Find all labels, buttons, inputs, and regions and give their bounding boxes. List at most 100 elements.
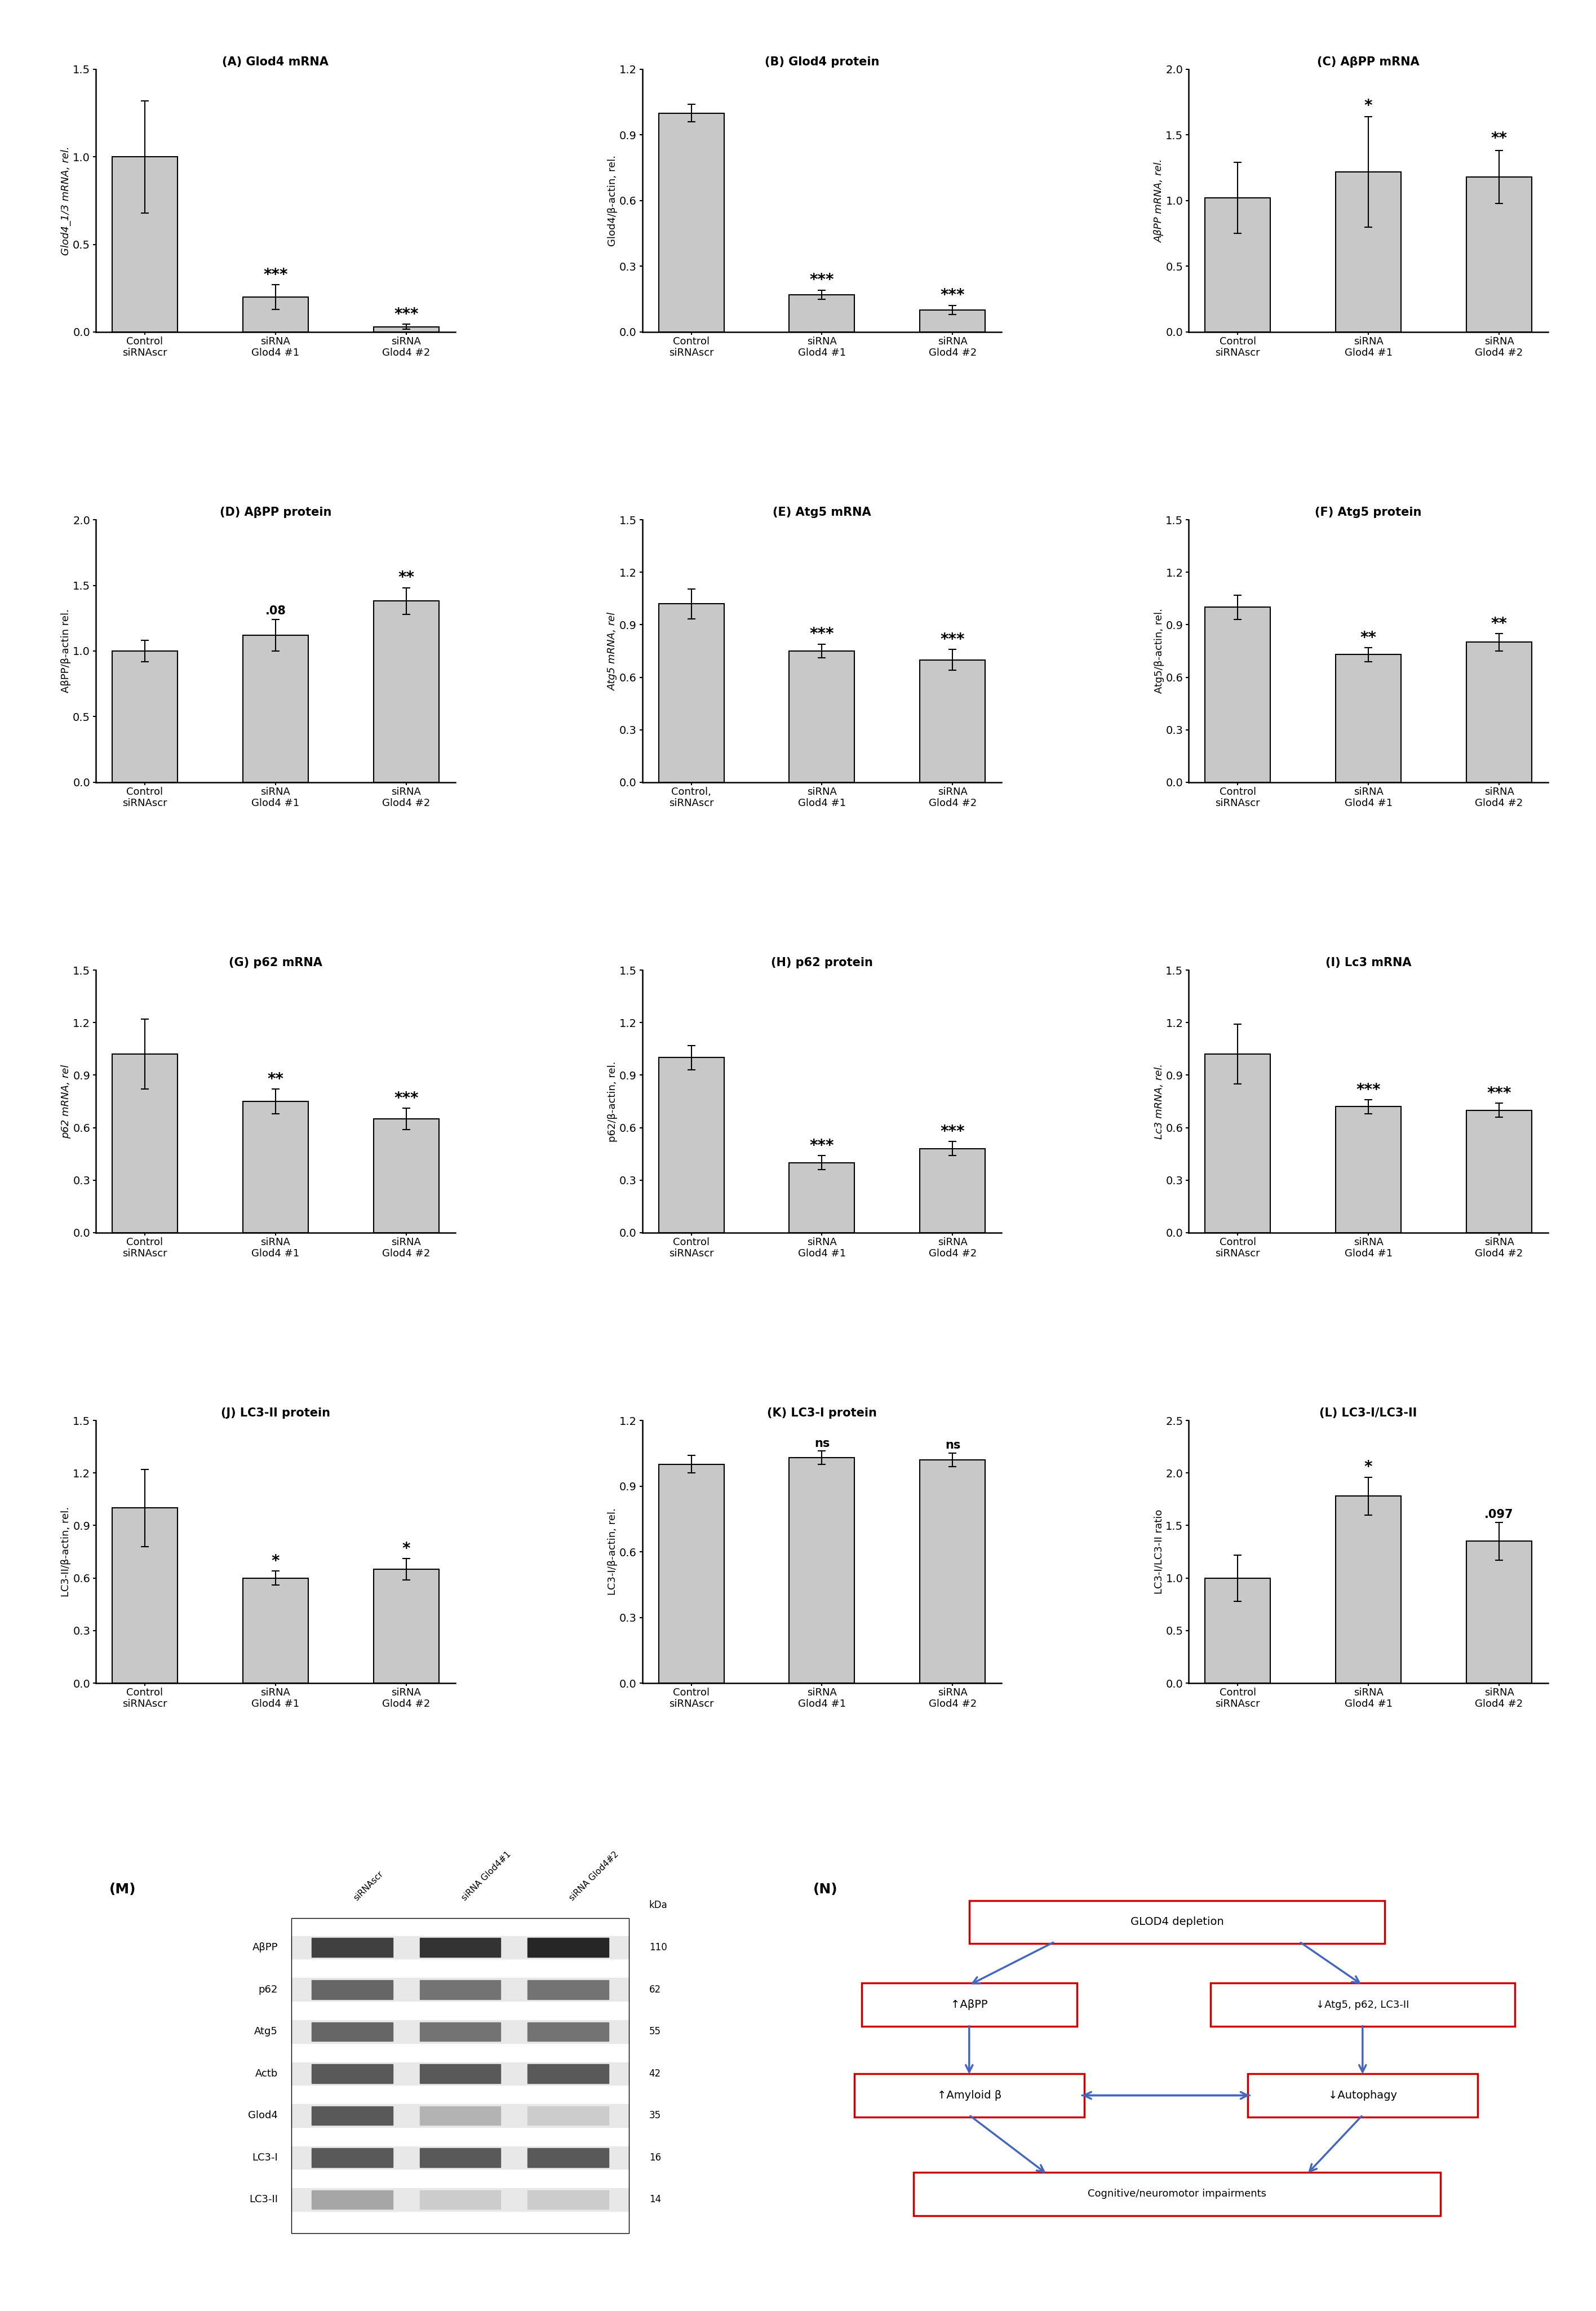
Text: LC3-I: LC3-I [252, 2152, 278, 2163]
Y-axis label: Glod4_1/3 mRNA, rel.: Glod4_1/3 mRNA, rel. [61, 146, 72, 254]
Bar [243, 636, 308, 783]
Bar [919, 310, 985, 333]
Bar [311, 2149, 393, 2168]
Text: Atg5: Atg5 [254, 2027, 278, 2036]
Bar [1467, 1109, 1532, 1232]
Bar [790, 1458, 854, 1682]
Bar [112, 1054, 177, 1232]
Text: GLOD4 depletion: GLOD4 depletion [1130, 1916, 1224, 1927]
Y-axis label: AβPP/β-actin rel.: AβPP/β-actin rel. [61, 610, 72, 693]
Bar [1336, 654, 1401, 783]
Text: 42: 42 [650, 2068, 661, 2078]
FancyBboxPatch shape [1210, 1983, 1515, 2027]
Text: AβPP: AβPP [252, 1944, 278, 1953]
Bar [311, 2064, 393, 2082]
Bar [1205, 608, 1270, 783]
Text: .097: .097 [1484, 1509, 1513, 1521]
Bar [292, 2105, 629, 2126]
Text: Cognitive/neuromotor impairments: Cognitive/neuromotor impairments [1088, 2189, 1266, 2200]
Text: *: * [1365, 97, 1373, 113]
Bar [528, 2191, 608, 2209]
Text: p62: p62 [259, 1985, 278, 1994]
Text: ***: *** [940, 1123, 966, 1139]
Text: siRNA Glod4#1: siRNA Glod4#1 [460, 1849, 512, 1902]
Bar [1467, 1541, 1532, 1682]
Title: (C) AβPP mRNA: (C) AβPP mRNA [1317, 55, 1419, 67]
Bar [659, 1058, 725, 1232]
Bar [528, 2105, 608, 2126]
Bar [420, 2191, 501, 2209]
Text: Actb: Actb [255, 2068, 278, 2078]
Bar [1205, 1578, 1270, 1682]
Bar [311, 2191, 393, 2209]
Bar [373, 326, 439, 333]
Text: ***: *** [940, 287, 966, 303]
Title: (K) LC3-I protein: (K) LC3-I protein [768, 1407, 876, 1419]
Y-axis label: Glod4/β-actin, rel.: Glod4/β-actin, rel. [608, 155, 618, 247]
Text: ↓Autophagy: ↓Autophagy [1328, 2089, 1397, 2101]
Bar [790, 1162, 854, 1232]
Text: ***: *** [263, 268, 287, 282]
Y-axis label: LC3-I/LC3-II ratio: LC3-I/LC3-II ratio [1154, 1509, 1163, 1595]
Bar [1336, 1107, 1401, 1232]
Bar [659, 113, 725, 333]
Bar [528, 2064, 608, 2082]
Bar [1205, 199, 1270, 333]
Bar [1467, 178, 1532, 333]
Bar [243, 296, 308, 333]
Bar [292, 2020, 629, 2043]
Bar [292, 1918, 629, 2232]
Y-axis label: LC3-I/β-actin, rel.: LC3-I/β-actin, rel. [608, 1509, 618, 1595]
Text: siRNA Glod4#2: siRNA Glod4#2 [568, 1849, 621, 1902]
Text: ↓Atg5, p62, LC3-II: ↓Atg5, p62, LC3-II [1317, 1999, 1409, 2011]
Text: 35: 35 [650, 2110, 661, 2121]
Bar [659, 603, 725, 783]
Text: **: ** [397, 569, 415, 585]
Bar [659, 1465, 725, 1682]
Bar [1467, 642, 1532, 783]
Bar [528, 1939, 608, 1957]
Text: ***: *** [394, 1091, 418, 1107]
Title: (H) p62 protein: (H) p62 protein [771, 957, 873, 968]
Y-axis label: Atg5/β-actin, rel.: Atg5/β-actin, rel. [1154, 608, 1163, 693]
Text: ***: *** [394, 307, 418, 321]
Bar [420, 2149, 501, 2168]
Bar [311, 1981, 393, 1999]
Title: (I) Lc3 mRNA: (I) Lc3 mRNA [1325, 957, 1411, 968]
FancyBboxPatch shape [1248, 2073, 1478, 2117]
Bar [420, 2064, 501, 2082]
Text: ↑AβPP: ↑AβPP [951, 1999, 988, 2011]
Text: **: ** [268, 1072, 284, 1088]
Bar [292, 1978, 629, 2001]
Bar [373, 1119, 439, 1232]
Text: *: * [271, 1553, 279, 1569]
Text: (M): (M) [109, 1883, 136, 1897]
Title: (B) Glod4 protein: (B) Glod4 protein [764, 55, 879, 67]
Bar [311, 2022, 393, 2041]
Title: (J) LC3-II protein: (J) LC3-II protein [220, 1407, 330, 1419]
Text: (N): (N) [814, 1883, 838, 1897]
Text: ***: *** [940, 631, 966, 647]
Bar [292, 1937, 629, 1960]
FancyBboxPatch shape [862, 1983, 1077, 2027]
Y-axis label: Lc3 mRNA, rel.: Lc3 mRNA, rel. [1154, 1063, 1163, 1139]
Bar [311, 1939, 393, 1957]
Bar [528, 2022, 608, 2041]
Bar [420, 1939, 501, 1957]
Title: (F) Atg5 protein: (F) Atg5 protein [1315, 506, 1422, 518]
Bar [790, 652, 854, 783]
Text: ***: *** [809, 1137, 835, 1153]
Bar [790, 296, 854, 333]
Text: 14: 14 [650, 2195, 661, 2205]
Bar [919, 1461, 985, 1682]
Bar [373, 1569, 439, 1682]
Y-axis label: p62 mRNA, rel: p62 mRNA, rel [61, 1065, 72, 1139]
Y-axis label: p62/β-actin, rel.: p62/β-actin, rel. [608, 1061, 618, 1142]
Y-axis label: LC3-II/β-actin, rel.: LC3-II/β-actin, rel. [61, 1507, 72, 1597]
Title: (L) LC3-I/LC3-II: (L) LC3-I/LC3-II [1320, 1407, 1417, 1419]
Bar [292, 2189, 629, 2212]
Text: *: * [1365, 1458, 1373, 1474]
Bar [243, 1102, 308, 1232]
Text: ***: *** [809, 626, 835, 642]
Bar [919, 1149, 985, 1232]
